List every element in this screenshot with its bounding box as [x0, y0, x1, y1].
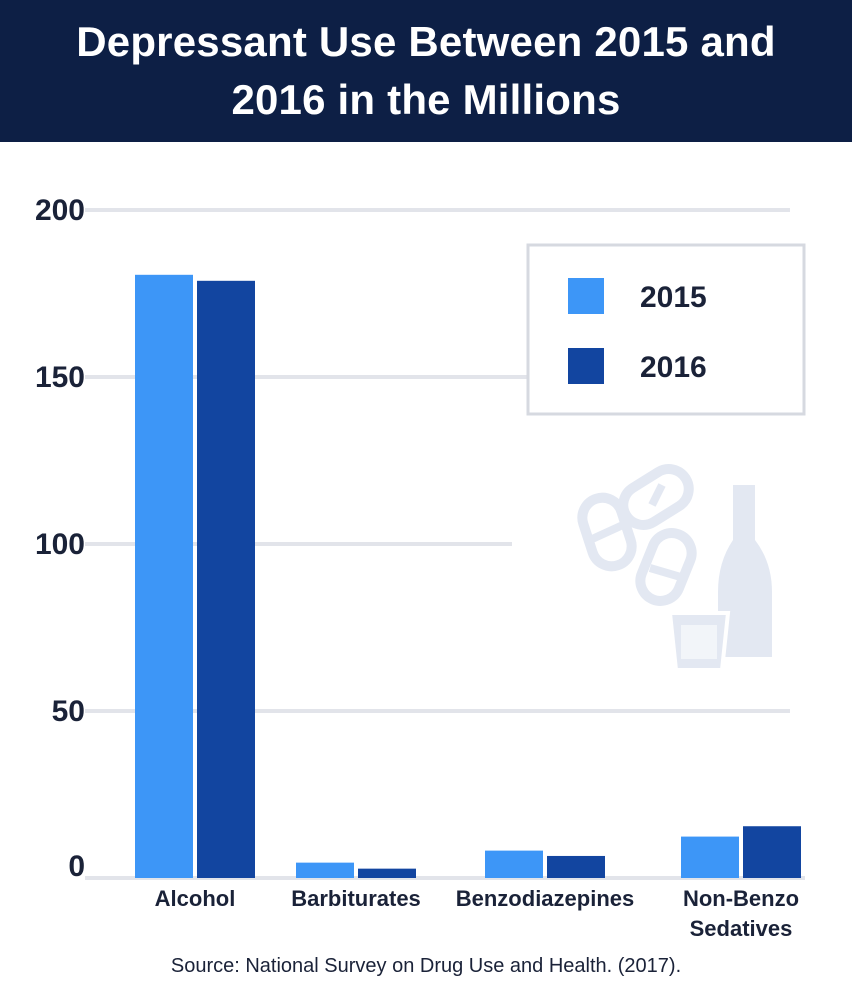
title-banner: Depressant Use Between 2015 and 2016 in … [0, 0, 852, 142]
legend-label: 2015 [640, 281, 707, 314]
legend-swatch-2015 [568, 278, 604, 314]
y-tick-label: 200 [35, 194, 85, 227]
y-tick-label: 0 [68, 850, 85, 883]
chart-title: Depressant Use Between 2015 and 2016 in … [76, 18, 776, 123]
bar-2015-1 [296, 862, 354, 878]
bar-2016-1 [358, 868, 416, 878]
legend-swatch-2016 [568, 348, 604, 384]
bar-2015-2 [485, 850, 543, 878]
pills-bottle-illustration [577, 464, 772, 672]
bar-2015-0 [135, 274, 193, 878]
x-tick-label: Sedatives [690, 916, 793, 941]
bar-2015-3 [681, 836, 739, 878]
source-note: Source: National Survey on Drug Use and … [170, 955, 682, 977]
bar-2016-0 [197, 280, 255, 879]
x-tick-label: Benzodiazepines [456, 886, 634, 911]
legend: 2015 2016 [526, 243, 806, 416]
x-tick-label: Alcohol [155, 886, 236, 911]
y-tick-label: 50 [52, 695, 85, 728]
y-tick-label: 100 [35, 528, 85, 561]
y-tick-label: 150 [35, 361, 85, 394]
x-tick-label: Non-Benzo [683, 886, 799, 911]
bar-2016-2 [547, 855, 605, 878]
x-tick-label: Barbiturates [291, 886, 421, 911]
legend-box [526, 243, 806, 416]
legend-label: 2016 [640, 351, 707, 384]
bar-series [135, 274, 801, 879]
bar-2016-3 [743, 826, 801, 878]
axes: 0 50 100 150 200 Alcohol Barbiturates Benzodiaz… [35, 194, 799, 941]
